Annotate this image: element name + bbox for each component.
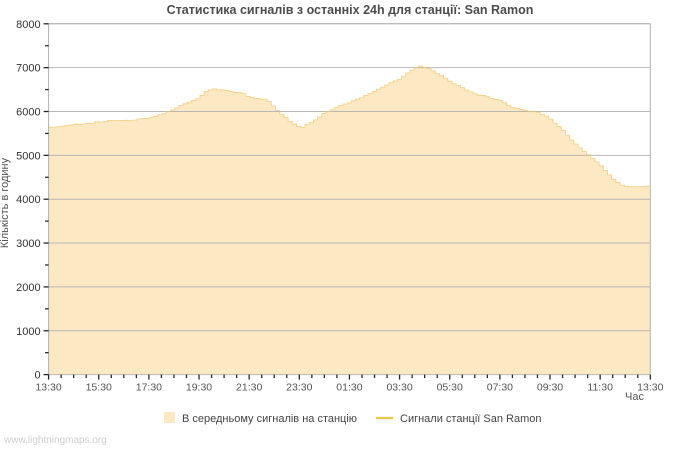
svg-text:6000: 6000 [16, 107, 40, 119]
svg-text:19:30: 19:30 [186, 382, 212, 394]
svg-text:3000: 3000 [16, 238, 40, 250]
svg-text:13:30: 13:30 [35, 382, 61, 394]
svg-text:01:30: 01:30 [336, 382, 362, 394]
svg-text:09:30: 09:30 [537, 382, 563, 394]
svg-text:5000: 5000 [16, 150, 40, 162]
svg-text:4000: 4000 [16, 194, 40, 206]
svg-text:7000: 7000 [16, 63, 40, 75]
svg-text:0: 0 [34, 370, 40, 382]
svg-text:17:30: 17:30 [136, 382, 162, 394]
svg-text:03:30: 03:30 [386, 382, 412, 394]
svg-text:2000: 2000 [16, 282, 40, 294]
svg-text:23:30: 23:30 [286, 382, 312, 394]
svg-text:Сигнали станції San Ramon: Сигнали станції San Ramon [400, 413, 541, 425]
svg-text:21:30: 21:30 [236, 382, 262, 394]
svg-text:11:30: 11:30 [587, 382, 613, 394]
svg-text:07:30: 07:30 [487, 382, 513, 394]
svg-text:15:30: 15:30 [86, 382, 112, 394]
svg-text:05:30: 05:30 [437, 382, 463, 394]
svg-text:1000: 1000 [16, 326, 40, 338]
svg-text:8000: 8000 [16, 19, 40, 31]
svg-text:В середньому сигналів на станц: В середньому сигналів на станцію [182, 413, 357, 425]
